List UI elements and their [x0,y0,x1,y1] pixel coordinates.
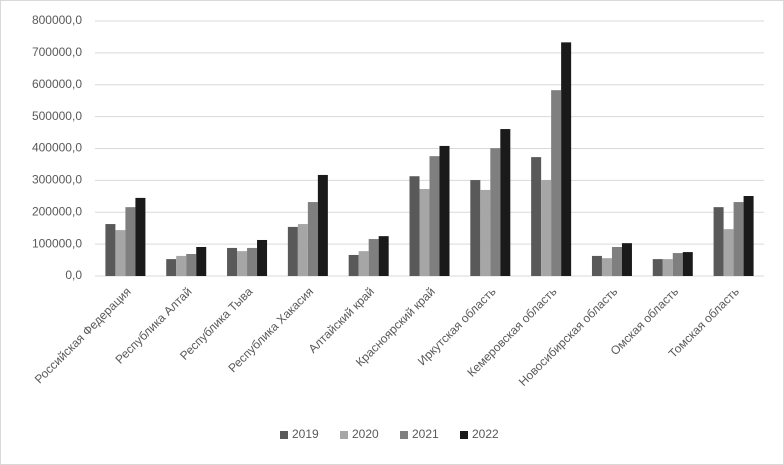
bar [125,207,136,276]
bar [135,197,146,276]
bar [287,226,298,276]
bar [672,253,683,276]
bar [348,254,359,276]
bar [733,202,744,276]
bar [470,180,481,276]
legend-label: 2020 [352,427,379,441]
legend-swatch [400,431,408,439]
bar [368,239,379,276]
y-tick-label: 800000,0 [32,13,82,27]
y-tick-label: 400000,0 [32,141,82,155]
y-tick-label: 600000,0 [32,77,82,91]
legend-swatch [340,431,348,439]
bar [480,189,491,276]
y-tick-label: 200000,0 [32,204,82,218]
legend-swatch [460,431,468,439]
bar [551,90,562,276]
bar [713,207,724,276]
bar [611,246,622,276]
bar [317,174,328,276]
bar [307,202,318,276]
bar [601,258,612,276]
bar [541,180,552,276]
bar [439,145,450,276]
legend-swatch [280,431,288,439]
bar [621,243,632,276]
bar [419,188,430,276]
y-tick-label: 500000,0 [32,109,82,123]
bar [358,251,369,276]
bar [227,247,238,276]
bar [115,230,126,276]
bar [429,156,440,276]
bar [409,176,420,276]
y-tick-label: 300000,0 [32,173,82,187]
bar [490,148,501,276]
bar [378,236,389,276]
bar [723,229,734,276]
bar [257,239,268,276]
bar [531,157,542,276]
bar [682,252,693,276]
bar [247,247,258,276]
bar [237,251,248,276]
bar [105,224,116,276]
bar [186,254,197,276]
bar [561,42,572,277]
y-tick-label: 700000,0 [32,45,82,59]
y-tick-label: 100000,0 [32,236,82,250]
bar [196,246,207,276]
bar [176,255,187,276]
legend-label: 2022 [472,427,499,441]
bar [652,259,663,276]
bar [166,259,177,276]
bar [662,259,673,276]
bar [500,129,511,276]
y-tick-label: 0,0 [65,268,82,282]
legend-label: 2021 [412,427,439,441]
legend-label: 2019 [292,427,319,441]
bar [297,224,308,276]
bar [591,255,602,276]
bar [743,195,754,276]
